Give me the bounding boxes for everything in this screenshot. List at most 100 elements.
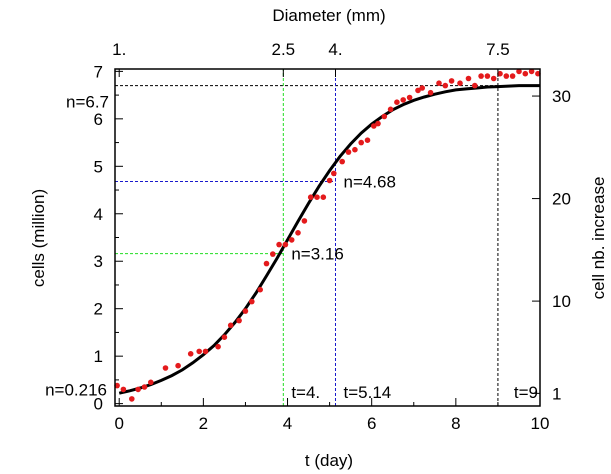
data-point	[345, 149, 352, 155]
y-tick-label: 3	[94, 252, 103, 271]
data-point	[282, 241, 289, 248]
x2-tick-label: 1.	[112, 40, 126, 59]
data-point	[148, 379, 154, 386]
data-point	[314, 194, 320, 200]
data-point	[436, 80, 442, 86]
y2-tick-label: 1	[552, 384, 561, 403]
y-tick-label: 7	[94, 62, 103, 81]
data-points-layer	[114, 68, 541, 402]
data-point	[227, 322, 234, 329]
data-point	[364, 137, 371, 143]
data-point	[371, 123, 377, 129]
data-point	[484, 73, 491, 79]
data-point	[295, 230, 301, 236]
data-point	[528, 68, 535, 75]
data-point	[497, 70, 503, 77]
y-tick-label: 0	[94, 395, 103, 414]
annotation-t-label-3: t=5.14	[343, 383, 391, 402]
data-point	[419, 85, 426, 91]
annotation-n-label-2: n=3.16	[291, 245, 343, 264]
annotations-layer: n=0.216 t=9 n=6.7 t=4. n=3.16 t=5.14 n=4.68	[45, 93, 538, 402]
y2-axis-title: cell nb. increase	[589, 177, 608, 300]
data-point	[196, 348, 202, 355]
annotation-n-label-1: n=6.7	[66, 93, 109, 112]
data-point	[442, 82, 449, 89]
data-point	[415, 87, 421, 94]
guide-lines	[115, 69, 499, 406]
data-point	[490, 75, 497, 82]
annotation-n-label-0: n=0.216	[45, 380, 107, 399]
data-point	[307, 194, 314, 200]
data-point	[326, 177, 333, 184]
plot-frame	[114, 68, 541, 407]
data-point	[472, 82, 478, 89]
y-tick-label: 6	[94, 110, 103, 129]
data-point	[129, 396, 135, 402]
data-point	[202, 348, 209, 355]
data-point	[375, 120, 381, 127]
data-point	[187, 351, 194, 357]
data-point	[288, 237, 295, 243]
data-point	[509, 73, 516, 79]
data-point	[257, 286, 264, 293]
data-point	[465, 75, 472, 82]
y-axis-title: cells (million)	[29, 189, 48, 287]
x-tick-label: 4	[283, 414, 292, 433]
data-point	[394, 99, 400, 105]
data-point	[221, 334, 228, 341]
data-point	[478, 73, 484, 79]
fit-curve-layer	[118, 84, 540, 395]
y-tick-label: 4	[94, 205, 103, 224]
data-point	[352, 146, 358, 153]
data-point	[406, 94, 413, 101]
data-point	[301, 218, 308, 224]
data-point	[175, 362, 181, 369]
x2-axis-title: Diameter (mm)	[272, 6, 385, 25]
x2-tick-label: 2.5	[271, 40, 295, 59]
x-tick-label: 10	[531, 414, 550, 433]
data-point	[381, 113, 388, 120]
y-tick-label: 5	[94, 157, 103, 176]
annotation-t-label-1: t=9	[514, 383, 538, 402]
y2-tick-label: 20	[552, 190, 571, 209]
data-point	[320, 194, 327, 200]
x-tick-label: 2	[199, 414, 208, 433]
data-point	[276, 241, 282, 248]
data-point	[331, 170, 337, 177]
y2-tick-label: 10	[552, 292, 571, 311]
data-point	[141, 384, 148, 390]
data-point	[215, 343, 221, 350]
data-point	[427, 89, 434, 96]
data-point	[242, 308, 249, 314]
annotation-t-label-2: t=4.	[291, 383, 320, 402]
y2-tick-label: 30	[552, 87, 571, 106]
data-point	[120, 386, 127, 393]
data-point	[448, 78, 455, 84]
x2-tick-label: 4.	[328, 40, 342, 59]
x-tick-label: 0	[114, 414, 123, 433]
y-tick-label: 1	[94, 347, 103, 366]
data-point	[263, 260, 270, 267]
data-point	[400, 97, 407, 103]
x-axis-title: t (day)	[305, 451, 353, 470]
ticks-layer	[115, 69, 541, 406]
x-tick-label: 8	[451, 414, 460, 433]
data-point	[457, 80, 463, 86]
fit-curve	[118, 84, 540, 395]
data-point	[270, 251, 276, 257]
data-point	[162, 365, 169, 371]
data-point	[516, 68, 522, 75]
annotation-n-label-3: n=4.68	[343, 172, 395, 191]
data-point	[503, 73, 510, 79]
data-point	[135, 386, 141, 393]
x-tick-label: 6	[367, 414, 376, 433]
data-point	[236, 317, 242, 324]
x2-tick-label: 7.5	[486, 40, 510, 59]
data-point	[249, 298, 255, 305]
data-point	[522, 70, 529, 77]
data-point	[339, 158, 346, 165]
data-point	[387, 106, 394, 113]
y-tick-label: 2	[94, 300, 103, 319]
